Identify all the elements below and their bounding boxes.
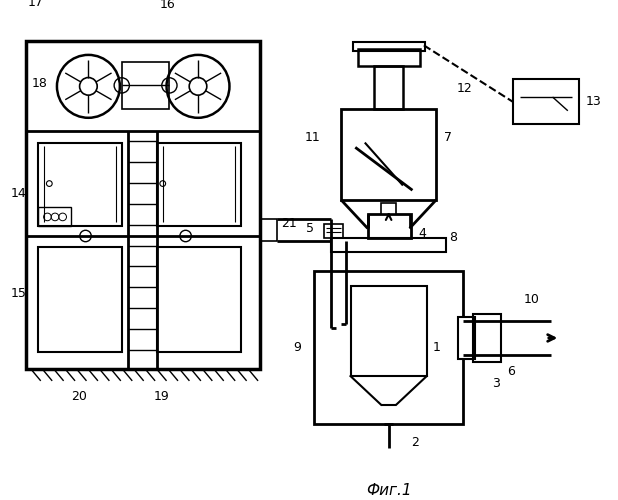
Text: 17: 17	[28, 0, 44, 9]
Text: 18: 18	[32, 77, 48, 90]
Text: 16: 16	[159, 0, 176, 11]
Bar	[38, 248, 122, 352]
Bar	[122, 62, 169, 109]
Text: 14: 14	[11, 186, 27, 200]
Text: 9: 9	[293, 341, 301, 354]
Text: 21: 21	[281, 217, 297, 230]
Text: 3: 3	[493, 377, 500, 390]
Text: Фиг.1: Фиг.1	[366, 483, 412, 498]
Bar	[38, 208, 71, 227]
Text: 6: 6	[507, 365, 515, 378]
Bar	[157, 248, 241, 352]
Text: 4: 4	[418, 226, 426, 239]
Bar	[473, 314, 501, 362]
Bar	[157, 142, 241, 226]
Text: 20: 20	[71, 390, 87, 402]
Text: 8: 8	[449, 232, 457, 244]
Bar	[381, 202, 396, 214]
Text: 15: 15	[11, 286, 27, 300]
Bar	[315, 272, 463, 424]
Text: 11: 11	[305, 132, 320, 144]
Bar	[512, 78, 579, 124]
Bar	[353, 42, 425, 51]
Bar	[38, 142, 122, 226]
Bar	[324, 224, 343, 238]
Text: 5: 5	[307, 222, 315, 235]
Bar	[331, 238, 446, 252]
Bar	[368, 214, 410, 238]
Text: 1: 1	[433, 341, 440, 354]
Text: 12: 12	[457, 82, 473, 95]
Bar	[341, 109, 436, 200]
Text: 2: 2	[412, 436, 419, 450]
Bar	[375, 66, 403, 109]
Bar	[458, 317, 475, 359]
Text: 10: 10	[523, 294, 540, 306]
Bar	[350, 286, 427, 376]
Text: 13: 13	[586, 95, 601, 108]
Bar	[260, 219, 277, 241]
Text: 7: 7	[444, 132, 452, 144]
Bar	[358, 49, 420, 66]
Text: 19: 19	[154, 390, 170, 402]
Bar	[27, 40, 260, 370]
